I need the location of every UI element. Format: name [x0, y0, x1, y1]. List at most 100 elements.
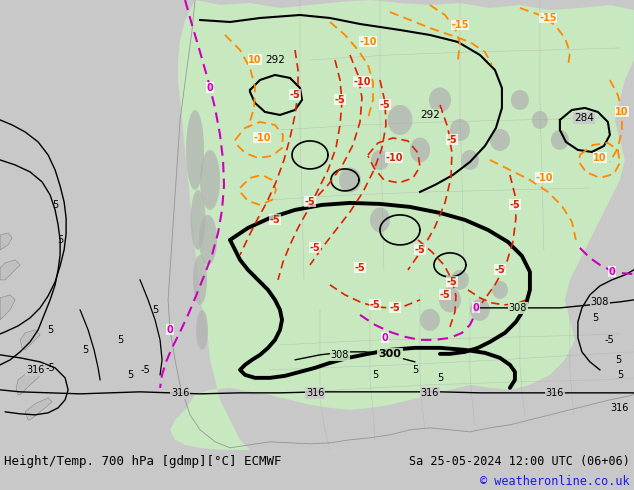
Text: -5: -5 [335, 95, 346, 105]
Ellipse shape [186, 110, 204, 190]
Text: 10: 10 [249, 55, 262, 65]
Text: 308: 308 [508, 303, 527, 313]
Text: -5: -5 [439, 290, 450, 300]
Ellipse shape [488, 54, 533, 76]
Text: 10: 10 [615, 107, 629, 117]
Ellipse shape [470, 75, 510, 95]
Text: -10: -10 [353, 77, 371, 87]
Ellipse shape [410, 137, 430, 163]
Text: -5: -5 [45, 363, 55, 373]
Text: -5: -5 [354, 263, 365, 273]
Text: -5: -5 [380, 100, 391, 110]
Ellipse shape [439, 287, 461, 313]
Text: 316: 316 [306, 388, 324, 398]
Ellipse shape [199, 215, 217, 265]
Ellipse shape [505, 99, 555, 121]
Text: -5: -5 [304, 197, 315, 207]
Ellipse shape [545, 82, 575, 98]
Text: 5: 5 [152, 305, 158, 315]
Text: 5: 5 [617, 370, 623, 380]
Ellipse shape [420, 309, 440, 331]
Ellipse shape [387, 105, 413, 135]
Ellipse shape [371, 150, 389, 170]
Text: 0: 0 [609, 267, 615, 277]
Text: -5: -5 [290, 90, 301, 100]
Polygon shape [170, 0, 634, 450]
Ellipse shape [461, 150, 479, 170]
Text: 316: 316 [611, 403, 629, 413]
Ellipse shape [429, 87, 451, 112]
Text: 308: 308 [331, 350, 349, 360]
Text: 10: 10 [593, 153, 607, 163]
Text: -5: -5 [510, 200, 521, 210]
Ellipse shape [520, 35, 560, 55]
Text: 316: 316 [546, 388, 564, 398]
Ellipse shape [200, 150, 220, 210]
Ellipse shape [591, 73, 619, 87]
Text: 0: 0 [472, 303, 479, 313]
Text: Sa 25-05-2024 12:00 UTC (06+06): Sa 25-05-2024 12:00 UTC (06+06) [409, 455, 630, 468]
Text: -15: -15 [451, 20, 469, 30]
Text: -10: -10 [385, 153, 403, 163]
Text: 5: 5 [372, 370, 378, 380]
Ellipse shape [551, 130, 569, 150]
Text: 316: 316 [26, 365, 44, 375]
Text: 0: 0 [382, 333, 389, 343]
Text: 292: 292 [265, 55, 285, 65]
Ellipse shape [470, 299, 490, 321]
Ellipse shape [511, 90, 529, 110]
Text: -5: -5 [415, 245, 425, 255]
Ellipse shape [450, 18, 510, 43]
Text: 0: 0 [207, 83, 214, 93]
Text: -10: -10 [535, 173, 553, 183]
Text: -5: -5 [495, 265, 505, 275]
Ellipse shape [490, 129, 510, 151]
Polygon shape [0, 295, 15, 320]
Text: 5: 5 [412, 365, 418, 375]
Polygon shape [0, 260, 20, 280]
Text: -5: -5 [390, 303, 400, 313]
Text: 5: 5 [117, 335, 123, 345]
Text: -5: -5 [446, 135, 457, 145]
Ellipse shape [451, 270, 469, 290]
Text: -5: -5 [370, 300, 380, 310]
Ellipse shape [585, 43, 615, 57]
Ellipse shape [193, 255, 207, 305]
Text: Height/Temp. 700 hPa [gdmp][°C] ECMWF: Height/Temp. 700 hPa [gdmp][°C] ECMWF [4, 455, 281, 468]
Polygon shape [20, 330, 40, 350]
Polygon shape [0, 233, 12, 250]
Polygon shape [16, 368, 42, 395]
Text: 5: 5 [57, 235, 63, 245]
Text: 5: 5 [437, 373, 443, 383]
Text: 5: 5 [82, 345, 88, 355]
Text: 5: 5 [592, 313, 598, 323]
Ellipse shape [370, 207, 390, 232]
Text: 5: 5 [47, 325, 53, 335]
Ellipse shape [339, 168, 361, 193]
Text: 300: 300 [378, 349, 401, 359]
Ellipse shape [196, 310, 208, 350]
Text: -10: -10 [253, 133, 271, 143]
Ellipse shape [450, 119, 470, 141]
Text: -5: -5 [269, 215, 280, 225]
Ellipse shape [532, 111, 548, 129]
Text: 316: 316 [421, 388, 439, 398]
Text: -5: -5 [140, 365, 150, 375]
Text: -15: -15 [539, 13, 557, 23]
Text: 5: 5 [615, 355, 621, 365]
Text: 308: 308 [591, 297, 609, 307]
Ellipse shape [562, 96, 597, 114]
Text: -5: -5 [446, 277, 457, 287]
Text: 5: 5 [52, 200, 58, 210]
Ellipse shape [552, 16, 587, 34]
Text: -10: -10 [359, 37, 377, 47]
Text: © weatheronline.co.uk: © weatheronline.co.uk [481, 475, 630, 489]
Text: 0: 0 [167, 325, 174, 335]
Ellipse shape [191, 190, 205, 250]
Text: 284: 284 [574, 113, 594, 123]
Ellipse shape [538, 61, 573, 79]
Text: 316: 316 [171, 388, 189, 398]
Polygon shape [25, 398, 52, 420]
Ellipse shape [492, 281, 508, 299]
Text: -5: -5 [605, 335, 615, 345]
